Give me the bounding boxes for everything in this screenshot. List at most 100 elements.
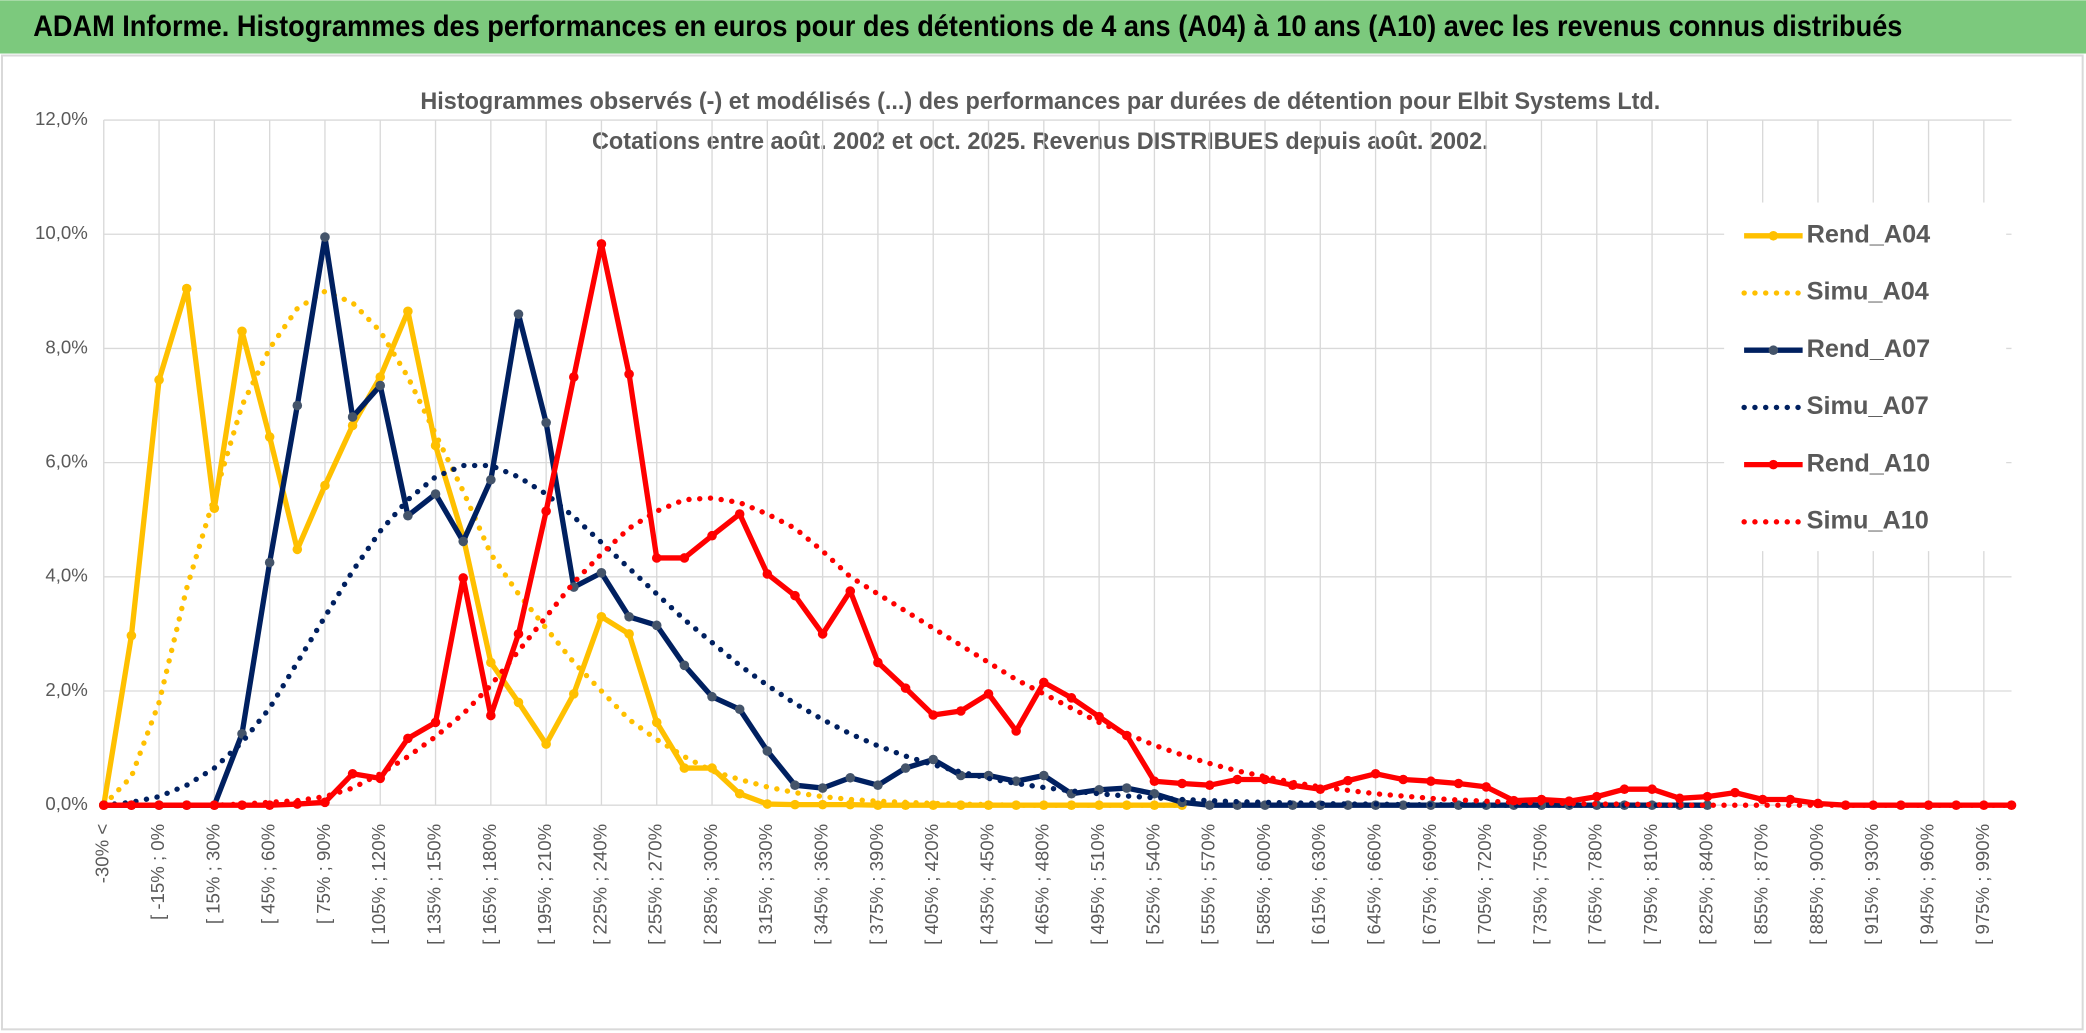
legend-box [1724, 202, 2007, 552]
data-point [1702, 800, 1713, 810]
data-point [790, 590, 800, 601]
legend-marker [1768, 345, 1779, 355]
series-line [101, 462, 1711, 808]
data-point [1896, 800, 1906, 810]
x-tick-label: [ 495% ; 510% [1087, 824, 1108, 945]
data-point [873, 657, 883, 668]
data-point [928, 710, 939, 720]
x-tick-label: [ 315% ; 330% [755, 824, 776, 945]
data-point [845, 772, 856, 783]
data-point [1730, 787, 1740, 798]
legend-label: Rend_A10 [1807, 449, 1931, 477]
data-point [790, 799, 800, 810]
data-point [347, 420, 358, 431]
data-point [375, 372, 386, 382]
y-tick-label: 2,0% [45, 679, 87, 700]
data-point [568, 372, 579, 382]
legend-label: Rend_A04 [1807, 220, 1931, 248]
data-point [679, 660, 690, 671]
data-point [873, 780, 883, 790]
x-tick-label: [ 15% ; 30% [202, 824, 223, 924]
x-tick-label: [ 465% ; 480% [1032, 824, 1053, 945]
data-point [458, 573, 468, 583]
chart-title: Histogrammes observés (-) et modélisés (… [420, 88, 1660, 115]
x-tick-label: [ 795% ; 810% [1640, 824, 1661, 945]
data-point [568, 689, 579, 699]
data-point [817, 799, 828, 810]
data-point [292, 544, 303, 555]
y-tick-label: 6,0% [45, 451, 87, 472]
data-point [983, 689, 994, 699]
data-point [1591, 791, 1602, 802]
x-tick-label: [ -15% ; 0% [147, 824, 168, 920]
x-tick-label: [ 285% ; 300% [700, 824, 721, 945]
page-title: ADAM Informe. Histogrammes des performan… [33, 11, 1902, 43]
data-point [1702, 791, 1713, 802]
data-point [347, 768, 358, 779]
x-tick-label: [ 405% ; 420% [921, 824, 942, 945]
data-point [1121, 783, 1132, 793]
legend-marker [1768, 231, 1779, 241]
data-point [928, 754, 939, 765]
data-point [375, 380, 386, 391]
data-point [181, 283, 192, 294]
x-tick-label: [ 435% ; 450% [976, 824, 997, 945]
data-point [873, 800, 883, 810]
data-point [1011, 776, 1021, 786]
data-point [596, 568, 607, 578]
x-tick-label: [ 915% ; 930% [1861, 824, 1882, 945]
data-point [541, 506, 551, 516]
data-point [403, 510, 413, 521]
data-point [734, 509, 745, 519]
data-point [845, 586, 856, 596]
series-line [101, 495, 2015, 808]
data-point [264, 432, 275, 442]
data-point [900, 683, 911, 693]
data-point [486, 474, 496, 485]
data-point [2006, 800, 2017, 810]
x-tick-label: [ 195% ; 210% [534, 824, 555, 945]
data-point [1011, 726, 1021, 736]
legend-marker [1768, 459, 1779, 470]
data-point [1619, 784, 1630, 794]
data-point [734, 704, 745, 715]
data-point [624, 629, 634, 639]
x-tick-label: [ 645% ; 660% [1364, 824, 1385, 945]
data-point [707, 691, 717, 702]
x-tick-label: [ 975% ; 990% [1972, 824, 1993, 945]
x-tick-label: [ 705% ; 720% [1474, 824, 1495, 945]
x-tick-label: [ 945% ; 960% [1916, 824, 1937, 945]
x-tick-label: [ 105% ; 120% [368, 824, 389, 945]
data-point [1039, 677, 1049, 688]
data-point [1177, 778, 1187, 789]
data-point [707, 530, 717, 541]
y-tick-label: 8,0% [45, 336, 87, 357]
legend-label: Simu_A04 [1807, 278, 1929, 306]
x-tick-label: [ 75% ; 90% [313, 824, 334, 924]
data-point [126, 800, 137, 810]
data-point [1370, 768, 1381, 779]
data-point [1149, 776, 1160, 786]
data-point [513, 697, 524, 708]
chart-subtitle: Cotations entre août. 2002 et oct. 2025.… [592, 128, 1489, 155]
data-point [264, 557, 275, 568]
data-point [347, 412, 358, 422]
data-point [624, 611, 634, 622]
data-point [651, 620, 662, 631]
x-tick-label: [ 855% ; 870% [1751, 824, 1772, 945]
data-point [1204, 780, 1215, 790]
data-point [1757, 794, 1768, 805]
x-tick-label: -30% < [92, 824, 113, 883]
x-tick-label: [ 585% ; 600% [1253, 824, 1274, 945]
x-tick-label: [ 375% ; 390% [866, 824, 887, 945]
data-point [1481, 782, 1491, 792]
data-point [1647, 784, 1657, 794]
data-point [762, 799, 773, 809]
x-tick-label: [ 735% ; 750% [1529, 824, 1550, 945]
data-point [292, 400, 303, 411]
data-point [1204, 800, 1215, 810]
banner [0, 0, 2086, 54]
data-point [1398, 774, 1409, 785]
data-point [1094, 711, 1104, 722]
data-point [1066, 693, 1077, 703]
